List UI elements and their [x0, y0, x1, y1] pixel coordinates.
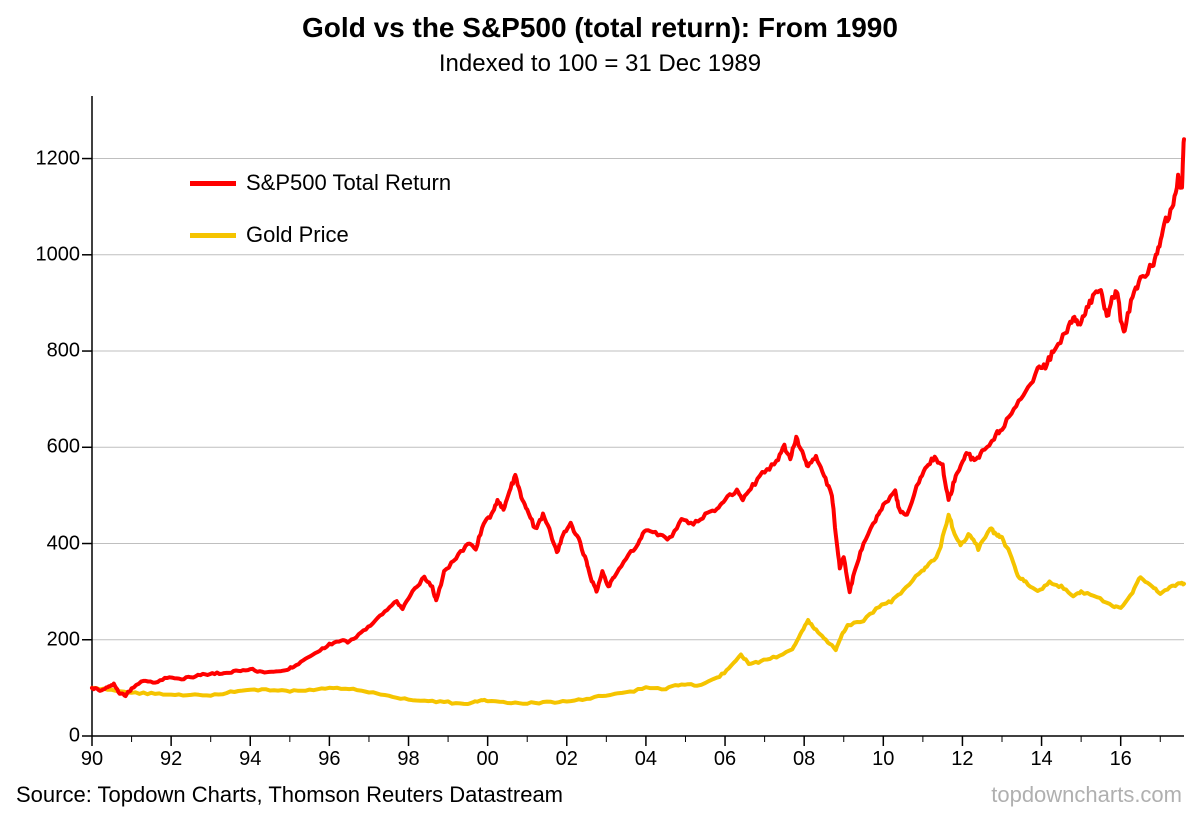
legend-item: Gold Price [190, 222, 451, 248]
x-tick-label: 04 [626, 748, 666, 771]
x-tick-label: 00 [468, 748, 508, 771]
x-tick-label: 16 [1101, 748, 1141, 771]
legend-label: Gold Price [246, 222, 349, 248]
legend-label: S&P500 Total Return [246, 170, 451, 196]
x-tick-label: 94 [230, 748, 270, 771]
y-tick-label: 1000 [20, 243, 80, 266]
x-tick-label: 02 [547, 748, 587, 771]
x-tick-label: 06 [705, 748, 745, 771]
legend-item: S&P500 Total Return [190, 170, 451, 196]
legend-swatch [190, 233, 236, 238]
x-tick-label: 12 [942, 748, 982, 771]
x-tick-label: 08 [784, 748, 824, 771]
chart-container: Gold vs the S&P500 (total return): From … [0, 0, 1200, 820]
y-tick-label: 200 [20, 628, 80, 651]
x-tick-label: 10 [863, 748, 903, 771]
x-tick-label: 14 [1022, 748, 1062, 771]
legend-swatch [190, 181, 236, 186]
y-tick-label: 400 [20, 532, 80, 555]
legend: S&P500 Total Return Gold Price [190, 170, 451, 274]
y-tick-label: 0 [20, 725, 80, 748]
x-tick-label: 90 [72, 748, 112, 771]
chart-title: Gold vs the S&P500 (total return): From … [0, 12, 1200, 44]
chart-subtitle: Indexed to 100 = 31 Dec 1989 [0, 50, 1200, 78]
y-tick-label: 600 [20, 436, 80, 459]
x-tick-label: 92 [151, 748, 191, 771]
source-text: Source: Topdown Charts, Thomson Reuters … [16, 782, 563, 808]
x-tick-label: 96 [309, 748, 349, 771]
y-tick-label: 800 [20, 340, 80, 363]
y-tick-label: 1200 [20, 147, 80, 170]
x-tick-label: 98 [389, 748, 429, 771]
watermark-text: topdowncharts.com [991, 782, 1182, 808]
